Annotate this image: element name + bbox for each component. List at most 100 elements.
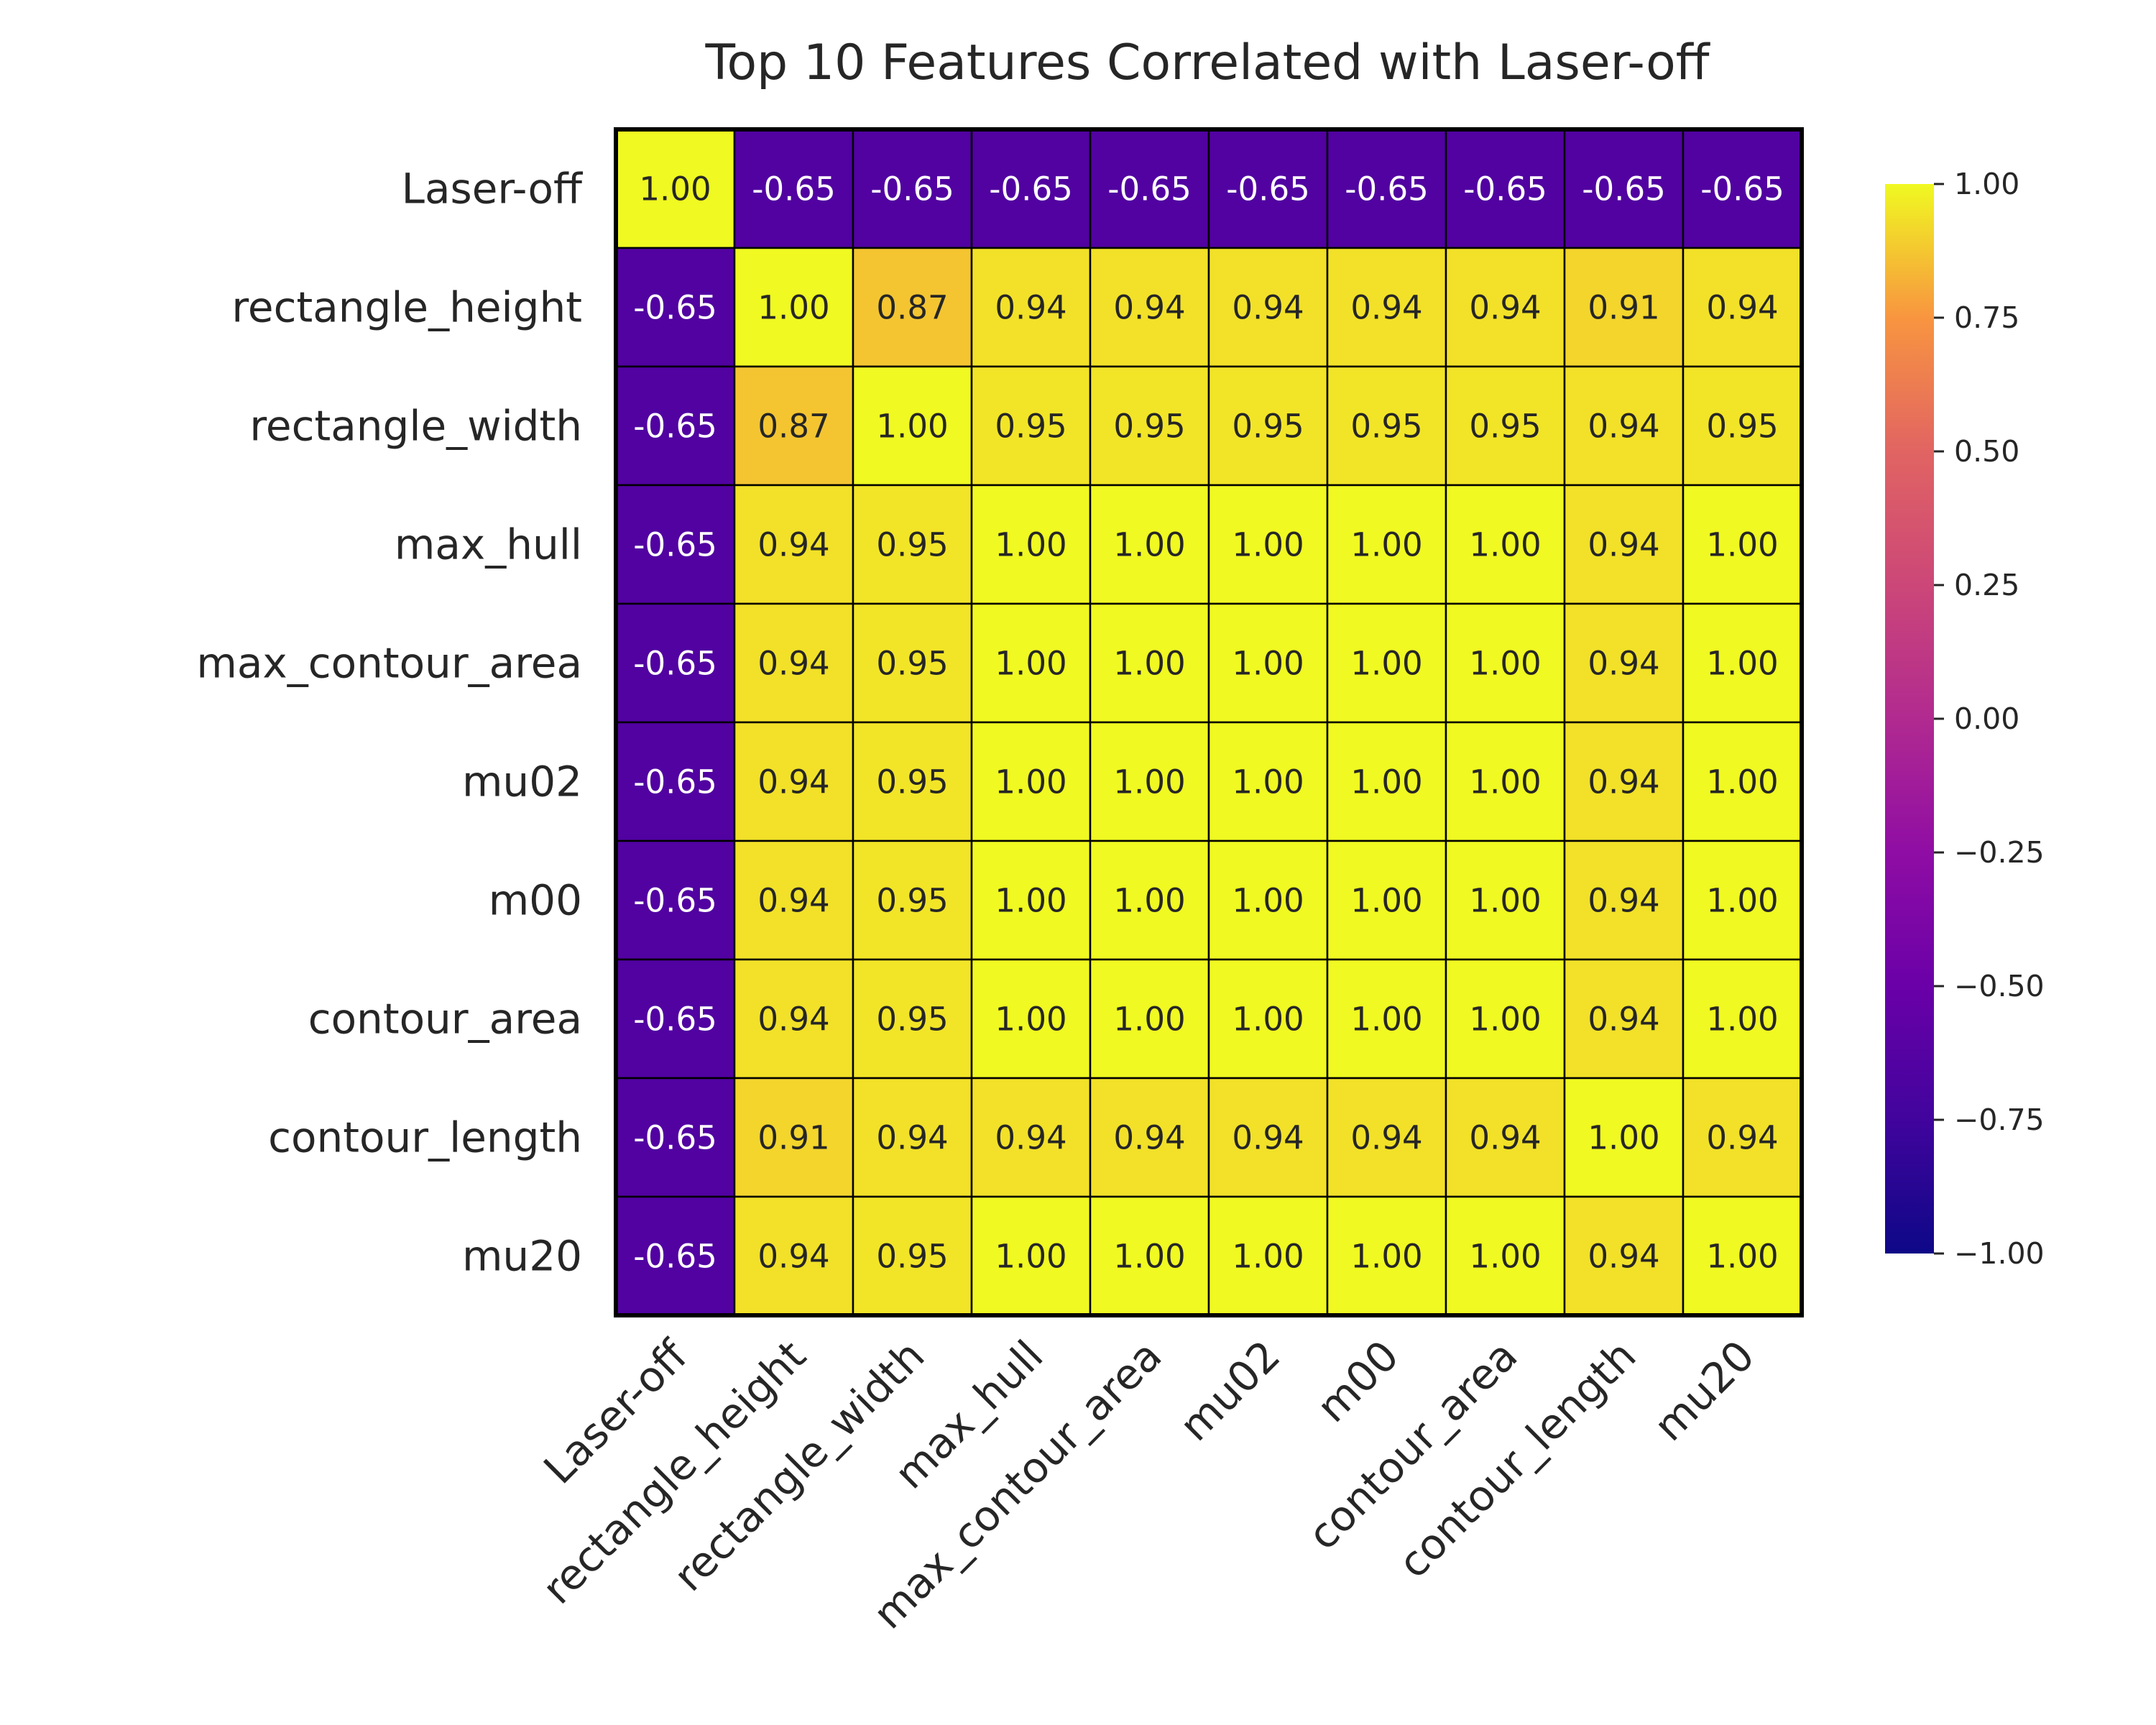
- cell-value-label: 1.00: [639, 170, 711, 208]
- colorbar-tick-label: −0.25: [1954, 835, 2045, 870]
- row-label: rectangle_width: [249, 402, 582, 451]
- cell-value-label: 1.00: [995, 1238, 1067, 1276]
- colorbar-tick-label: 0.50: [1954, 434, 2019, 469]
- cell-value-label: -0.65: [870, 170, 954, 208]
- heatmap-cell: [1445, 602, 1566, 724]
- heatmap-cell: [1207, 247, 1329, 368]
- heatmap-cell: [1207, 128, 1329, 249]
- heatmap-cell: [1089, 721, 1210, 842]
- cell-value-label: 1.00: [1113, 1000, 1185, 1039]
- row-label: max_hull: [395, 520, 582, 569]
- cell-value-label: 1.00: [995, 645, 1067, 683]
- heatmap-cell: [1563, 840, 1685, 961]
- heatmap-cell: [1445, 247, 1566, 368]
- cell-value-label: 1.00: [1232, 882, 1304, 920]
- cell-value-label: -0.65: [1463, 170, 1547, 208]
- cell-value-label: 0.95: [1232, 408, 1304, 446]
- heatmap-cell: [1682, 484, 1803, 605]
- cell-value-label: 1.00: [1706, 763, 1778, 801]
- cell-value-label: -0.65: [633, 526, 717, 564]
- column-labels: Laser-offrectangle_heightrectangle_width…: [533, 1330, 1764, 1638]
- cell-value-label: 1.00: [1350, 1238, 1422, 1276]
- chart-title: Top 10 Features Correlated with Laser-of…: [704, 34, 1710, 91]
- heatmap-cell: [1563, 1195, 1685, 1317]
- row-labels: Laser-off rectangle_height rectangle_width…: [196, 165, 584, 1281]
- heatmap-cell: [970, 247, 1092, 368]
- cell-value-label: 0.94: [1469, 1119, 1541, 1157]
- cell-value-label: 1.00: [1706, 882, 1778, 920]
- cell-value-label: 1.00: [1706, 645, 1778, 683]
- cell-value-label: 0.94: [1706, 289, 1778, 327]
- heatmap-cell: [970, 128, 1092, 249]
- heatmap-cell: [1682, 1195, 1803, 1317]
- cell-value-label: 0.94: [757, 1238, 829, 1276]
- cell-value-label: 1.00: [1350, 1000, 1422, 1039]
- heatmap-cell: [1563, 602, 1685, 724]
- heatmap-cell: [1326, 365, 1447, 487]
- column-label: m00: [1307, 1331, 1408, 1432]
- cell-value-label: 1.00: [1232, 1000, 1304, 1039]
- heatmap-cell: [1682, 602, 1803, 724]
- cell-value-label: 1.00: [995, 763, 1067, 801]
- heatmap-cell: [733, 365, 854, 487]
- cell-value-label: 1.00: [1113, 882, 1185, 920]
- cell-value-label: -0.65: [633, 645, 717, 683]
- cell-value-label: 1.00: [1113, 1238, 1185, 1276]
- cell-value-label: -0.65: [633, 1119, 717, 1157]
- heatmap-cell: [1445, 365, 1566, 487]
- cell-value-label: 1.00: [1113, 763, 1185, 801]
- cell-value-label: 0.94: [1588, 1238, 1659, 1276]
- cell-value-label: 1.00: [876, 408, 948, 446]
- cell-value-label: -0.65: [1700, 170, 1784, 208]
- heatmap-cell: [970, 1195, 1092, 1317]
- cell-value-label: -0.65: [752, 170, 835, 208]
- cell-value-label: 1.00: [1469, 1000, 1541, 1039]
- cell-value-label: 0.94: [1588, 882, 1659, 920]
- cell-value-label: 1.00: [1469, 1238, 1541, 1276]
- heatmap-cell: [1089, 1077, 1210, 1198]
- cell-value-label: 1.00: [1469, 763, 1541, 801]
- column-label: contour_area: [1299, 1331, 1527, 1560]
- cell-value-label: -0.65: [1226, 170, 1309, 208]
- heatmap-cell: [1089, 958, 1210, 1080]
- heatmap-cell: [614, 721, 736, 842]
- colorbar-tick-label: 1.00: [1954, 167, 2019, 201]
- heatmap-cell: [1326, 247, 1447, 368]
- heatmap-cell: [733, 602, 854, 724]
- cell-value-label: 0.94: [995, 1119, 1067, 1157]
- heatmap-cell: [733, 1077, 854, 1198]
- cell-value-label: -0.65: [633, 763, 717, 801]
- heatmap-cell: [852, 365, 973, 487]
- cell-value-label: 1.00: [1113, 526, 1185, 564]
- cell-value-label: 0.94: [757, 526, 829, 564]
- cell-value-label: 0.91: [757, 1119, 829, 1157]
- heatmap-cell: [970, 958, 1092, 1080]
- heatmap-cell: [970, 721, 1092, 842]
- cell-value-label: 0.94: [1350, 289, 1422, 327]
- cell-value-label: 0.95: [1113, 408, 1185, 446]
- cell-value-label: 0.94: [1469, 289, 1541, 327]
- cell-value-label: -0.65: [1107, 170, 1191, 208]
- colorbar-tick-label: −0.50: [1954, 969, 2045, 1003]
- cell-value-label: -0.65: [633, 1238, 717, 1276]
- heatmap-cell: [852, 1077, 973, 1198]
- cell-value-label: 0.87: [757, 408, 829, 446]
- cell-value-label: 0.95: [876, 645, 948, 683]
- cell-value-label: 1.00: [757, 289, 829, 327]
- heatmap-cell: [1682, 247, 1803, 368]
- heatmap-cell: [1445, 1077, 1566, 1198]
- cell-value-label: 0.94: [757, 645, 829, 683]
- heatmap-cell: [1326, 1195, 1447, 1317]
- colorbar-tick-label: −0.75: [1954, 1103, 2045, 1137]
- cell-value-label: 0.94: [1588, 526, 1659, 564]
- heatmap-cell: [733, 958, 854, 1080]
- cell-value-label: 0.94: [1350, 1119, 1422, 1157]
- cell-value-label: 1.00: [1232, 645, 1304, 683]
- heatmap-cell: [1563, 1077, 1685, 1198]
- heatmap-cell: [1326, 840, 1447, 961]
- cell-value-label: -0.65: [1345, 170, 1428, 208]
- cell-value-label: 1.00: [1350, 882, 1422, 920]
- row-label: contour_area: [308, 995, 582, 1044]
- cell-value-label: 1.00: [995, 1000, 1067, 1039]
- colorbar-tick-label: 0.25: [1954, 568, 2019, 602]
